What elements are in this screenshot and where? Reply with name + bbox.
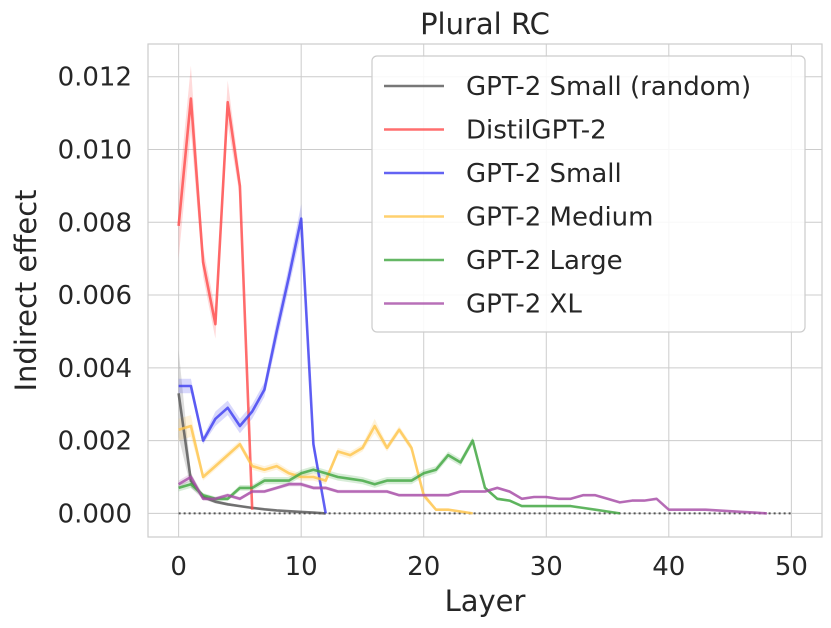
x-tick-label: 40 bbox=[652, 552, 685, 582]
legend-label: GPT-2 Small (random) bbox=[466, 72, 751, 102]
y-tick-labels: 0.000 0.002 0.004 0.006 0.008 0.010 0.012 bbox=[58, 63, 132, 530]
series-lines bbox=[177, 97, 767, 515]
x-tick-label: 0 bbox=[170, 552, 187, 582]
legend-label: GPT-2 Small bbox=[466, 159, 622, 189]
legend-label: DistilGPT-2 bbox=[466, 116, 607, 146]
y-tick-label: 0.006 bbox=[58, 281, 132, 311]
legend-box bbox=[371, 55, 806, 333]
y-tick-label: 0.004 bbox=[58, 354, 132, 384]
series-line bbox=[177, 97, 254, 510]
x-axis-title: Layer bbox=[445, 584, 526, 618]
series-line bbox=[178, 217, 327, 514]
legend-label: GPT-2 Large bbox=[466, 246, 623, 276]
plot-frame bbox=[147, 43, 823, 538]
y-tick-label: 0.008 bbox=[58, 208, 132, 238]
legend: GPT-2 Small (random) DistilGPT-2 GPT-2 Sma… bbox=[371, 55, 806, 333]
series-line bbox=[177, 475, 767, 515]
chart-title: Plural RC bbox=[420, 7, 550, 41]
legend-label: GPT-2 XL bbox=[466, 290, 582, 320]
x-tick-labels: 0 10 20 30 40 50 bbox=[170, 552, 808, 582]
y-tick-label: 0.000 bbox=[58, 499, 132, 529]
x-tick-label: 20 bbox=[407, 552, 440, 582]
x-tick-label: 50 bbox=[775, 552, 808, 582]
series-line bbox=[178, 439, 620, 515]
y-tick-label: 0.010 bbox=[58, 136, 132, 166]
x-tick-label: 10 bbox=[285, 552, 318, 582]
y-tick-label: 0.012 bbox=[58, 63, 132, 93]
y-axis-title: Indirect effect bbox=[9, 189, 43, 391]
y-tick-label: 0.002 bbox=[58, 427, 132, 457]
x-tick-label: 30 bbox=[530, 552, 563, 582]
legend-label: GPT-2 Medium bbox=[466, 203, 653, 233]
